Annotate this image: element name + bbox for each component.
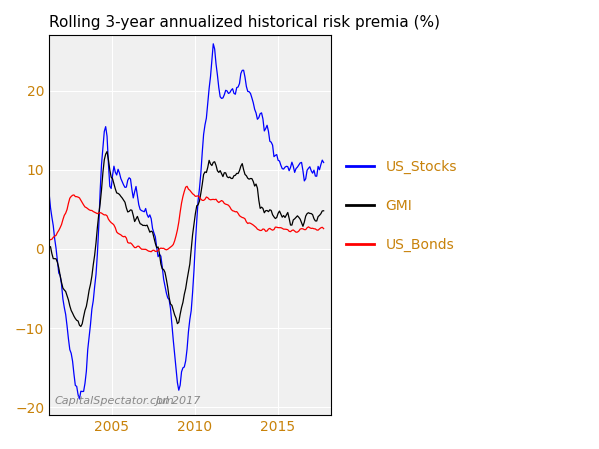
- Text: Jul 2017: Jul 2017: [156, 396, 202, 406]
- Text: CapitalSpectator.com: CapitalSpectator.com: [55, 396, 174, 406]
- Text: Rolling 3-year annualized historical risk premia (%): Rolling 3-year annualized historical ris…: [49, 15, 440, 30]
- Legend: US_Stocks, GMI, US_Bonds: US_Stocks, GMI, US_Bonds: [341, 154, 462, 258]
